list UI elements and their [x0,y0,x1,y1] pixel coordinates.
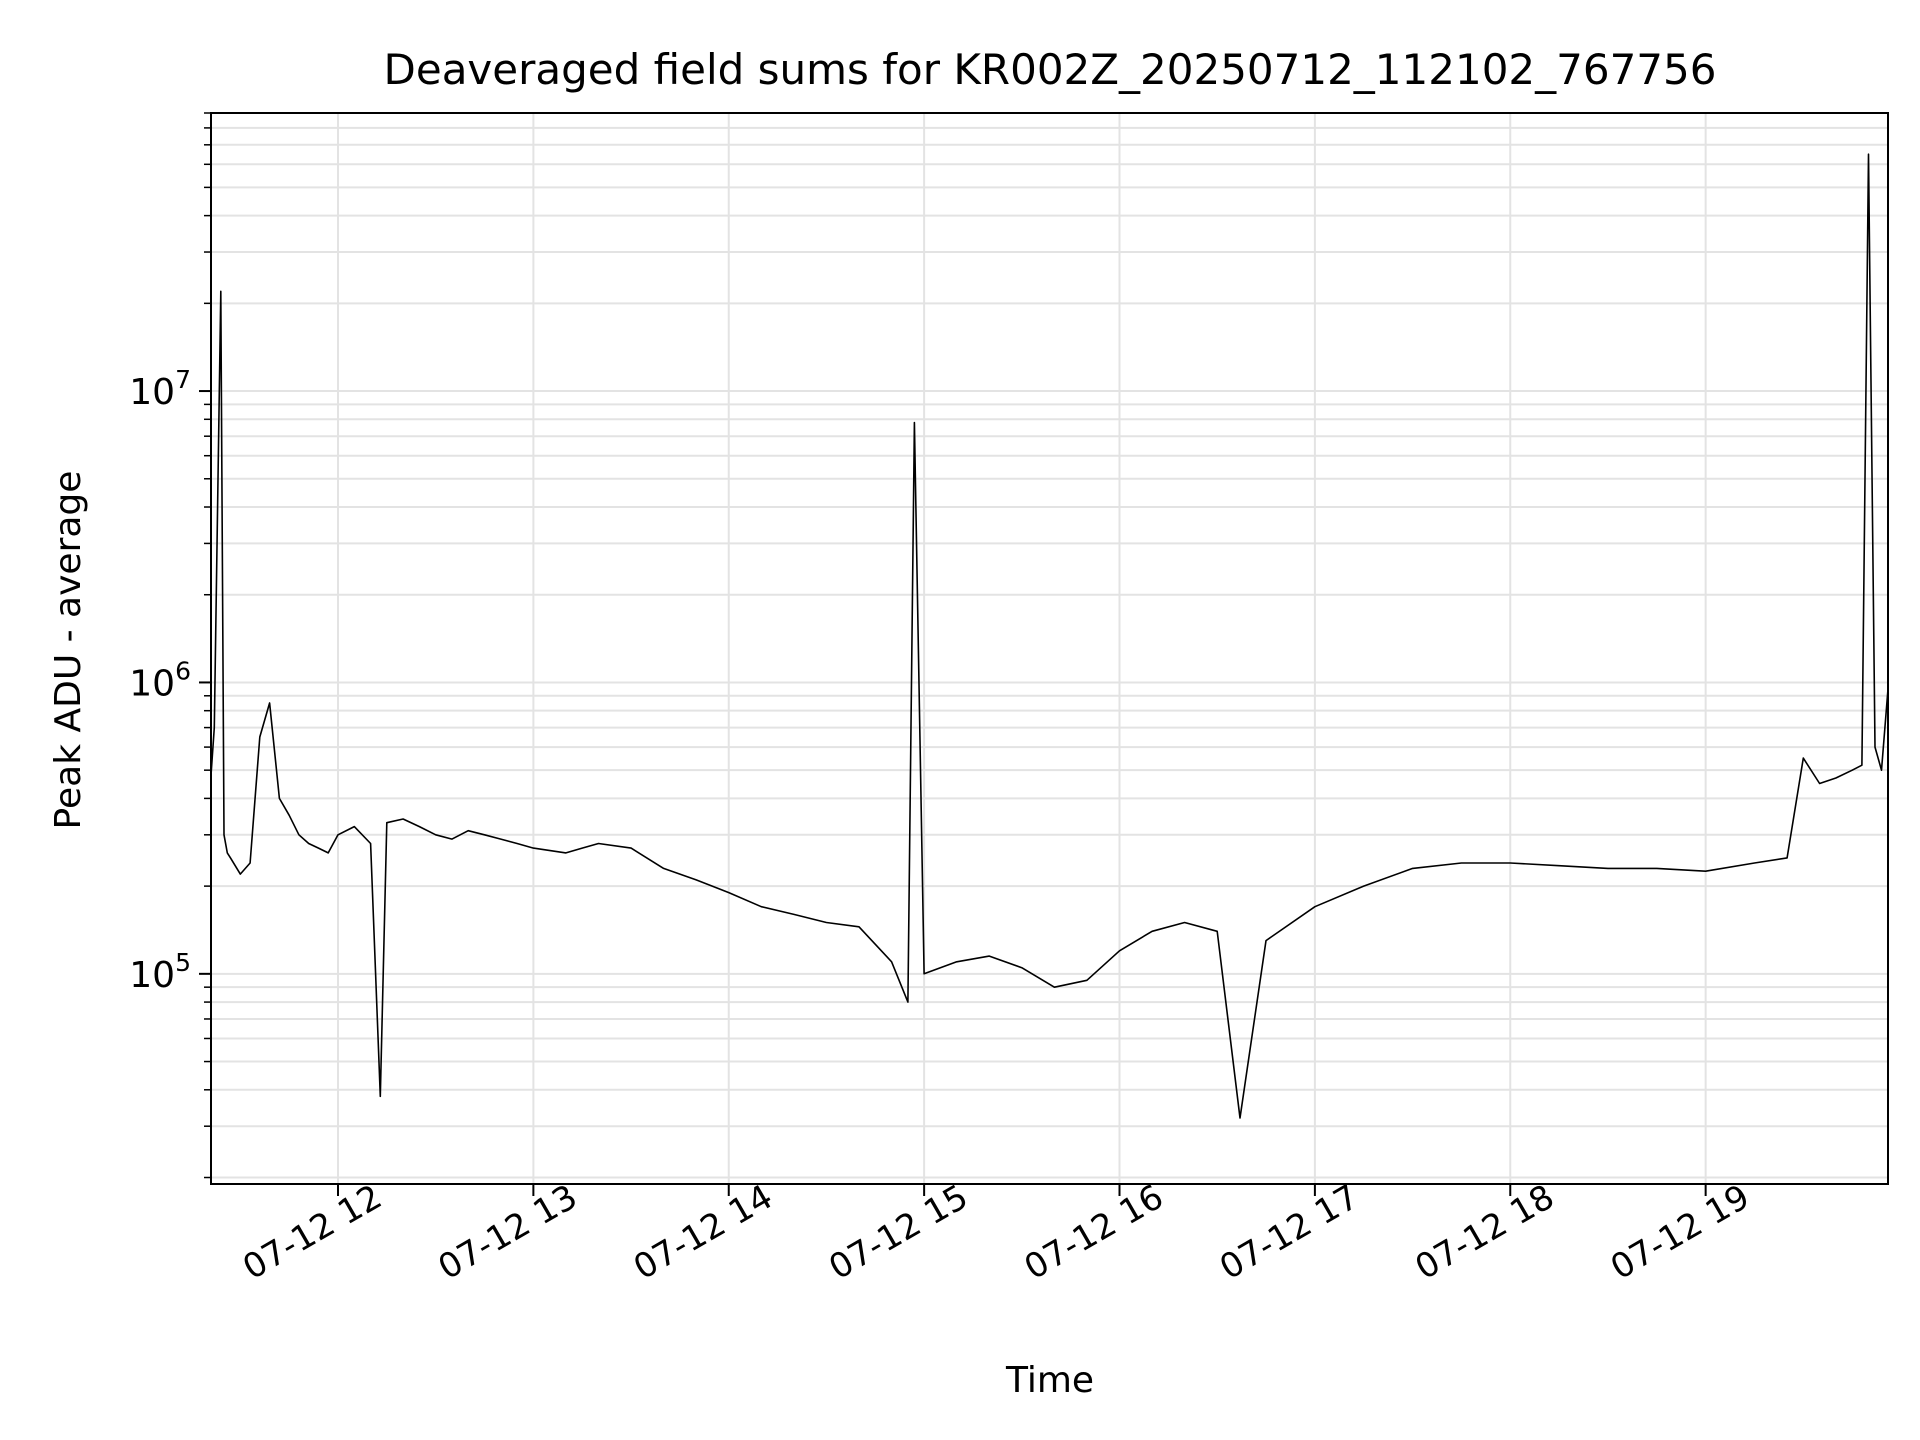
plot-frame [210,112,1889,1185]
y-tick-label: 105 [129,948,191,996]
y-axis-label: Peak ADU - average [48,471,89,830]
y-tick-label: 107 [129,365,191,413]
series-layer [210,153,1889,1119]
data-series-line [210,153,1889,1119]
x-axis-label: Time [1005,1360,1094,1401]
y-tick-label: 106 [129,656,191,704]
chart-title: Deaveraged field sums for KR002Z_2025071… [384,45,1717,94]
